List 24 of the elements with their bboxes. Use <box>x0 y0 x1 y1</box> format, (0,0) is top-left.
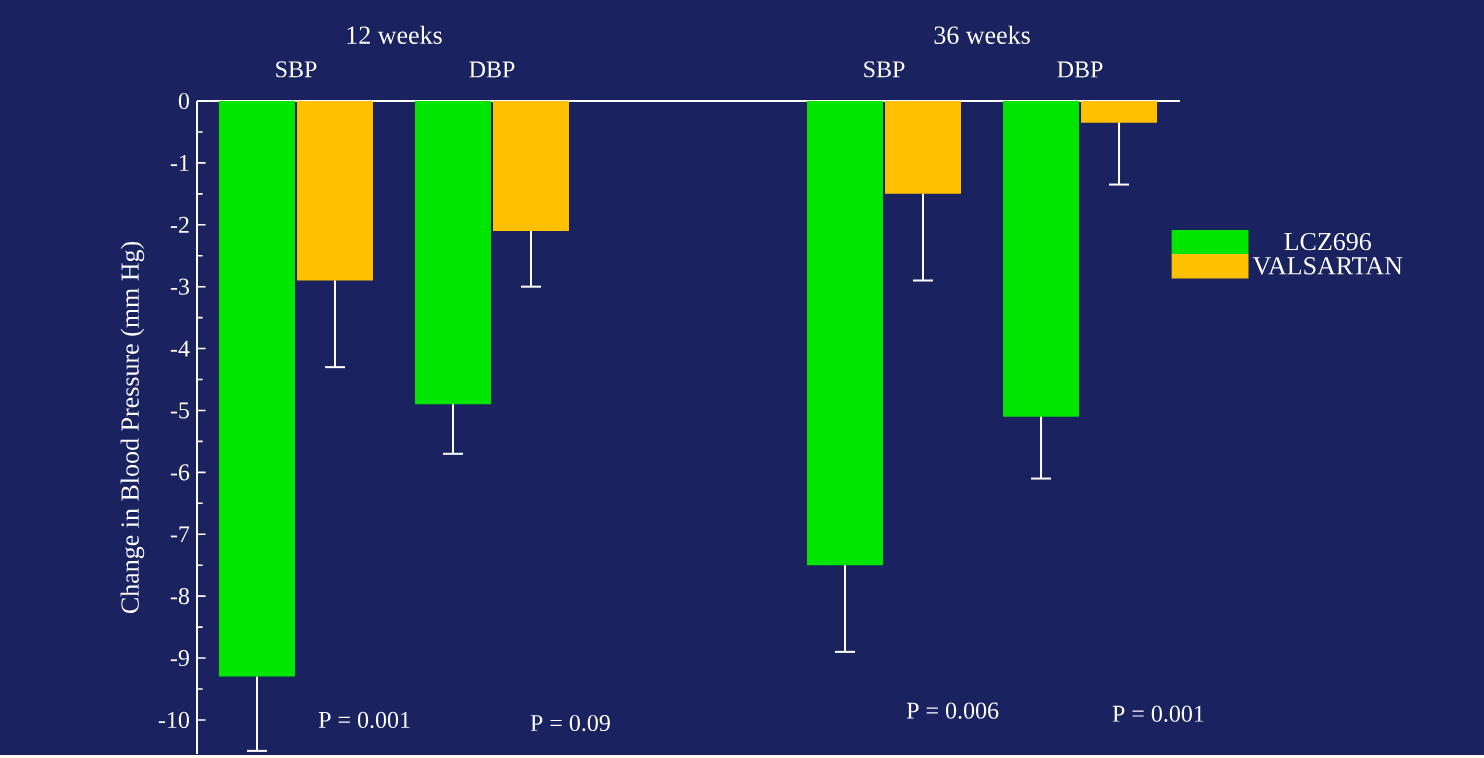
y-tick-label: -4 <box>170 340 190 357</box>
y-tick-label: -6 <box>170 464 190 481</box>
annotation: P = 0.001 <box>318 712 410 729</box>
legend-label: LCZ696 <box>1284 233 1371 251</box>
x-tick-label: SBP <box>276 61 317 78</box>
y-tick-label: -3 <box>170 278 190 295</box>
y-tick-label: -7 <box>170 526 190 543</box>
y-tick-label: -2 <box>170 217 189 233</box>
y-axis-title: Change in Blood Pressure (mm Hg) <box>120 242 145 614</box>
y-tick-label: -5 <box>170 402 190 419</box>
y-tick-label: -10 <box>158 712 190 729</box>
text: 36 weeks <box>934 25 1030 45</box>
y-tick-label: 0 <box>178 93 190 110</box>
y-tick-label: -9 <box>170 650 189 667</box>
text: 12 weeks <box>347 25 442 45</box>
x-tick-label: DBP <box>469 61 515 78</box>
annotation: P = 0.006 <box>906 702 999 720</box>
annotation: P = 0.001 <box>1112 705 1204 723</box>
x-tick-label: SBP <box>864 61 905 78</box>
y-tick-label: -8 <box>170 588 190 605</box>
legend-label: VALSARTAN <box>1252 257 1403 275</box>
annotation: P = 0.09 <box>530 715 610 732</box>
y-tick-label: -1 <box>170 155 189 172</box>
x-tick-label: DBP <box>1057 61 1103 78</box>
